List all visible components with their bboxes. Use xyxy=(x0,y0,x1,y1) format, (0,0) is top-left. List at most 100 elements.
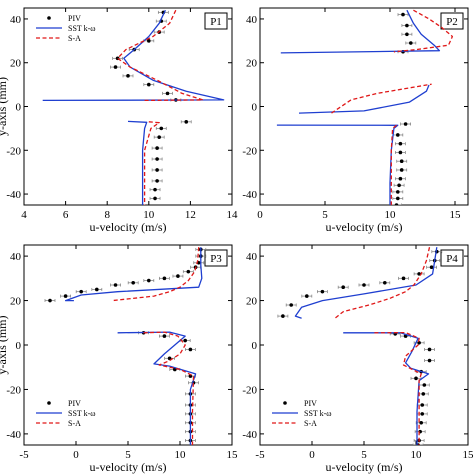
x-tick-label: 8 xyxy=(104,209,110,221)
sa-series-line xyxy=(390,124,397,205)
plot-frame xyxy=(23,244,233,446)
legend-sa-label: S-A xyxy=(304,419,317,428)
piv-point xyxy=(421,392,426,396)
piv-point xyxy=(398,141,403,146)
x-axis-label: u-velocity (m/s) xyxy=(90,220,167,234)
panel-p1: 4 6 8 10 12 14 -40 -20 0 20 40 u-velocity (m/s) y-ax… xyxy=(0,7,239,234)
sst-series-line xyxy=(294,247,438,319)
legend-sst-label: SST k-ω xyxy=(68,24,96,33)
sa-series-line xyxy=(112,247,200,302)
piv-point xyxy=(420,412,425,416)
y-tick-label: -20 xyxy=(242,145,257,157)
plot-area xyxy=(44,247,207,445)
sst-series-line xyxy=(127,120,148,205)
y-tick-label: 20 xyxy=(10,58,22,70)
x-tick-label: 0 xyxy=(257,209,263,221)
sa-series-line xyxy=(143,331,195,445)
legend-piv-label: PIV xyxy=(68,14,81,23)
piv-point xyxy=(63,294,68,298)
legend-sst-label: SST k-ω xyxy=(68,409,96,418)
x-tick-label: -5 xyxy=(19,449,29,461)
legend-piv-marker xyxy=(47,16,51,20)
piv-point xyxy=(305,294,309,298)
piv-point xyxy=(79,289,83,294)
x-tick-label: 10 xyxy=(175,449,187,461)
piv-point xyxy=(405,23,409,28)
y-tick-label: 40 xyxy=(246,251,258,263)
piv-point xyxy=(399,159,404,164)
piv-point xyxy=(401,12,405,17)
plot-frame xyxy=(259,244,469,446)
piv-point xyxy=(401,276,406,281)
piv-point xyxy=(362,283,366,287)
piv-point xyxy=(397,183,401,188)
piv-point xyxy=(155,157,159,161)
panel-p4: -5 0 5 10 15 -40 -20 0 20 40 u-velocity (m/s) P4 PIV… xyxy=(242,244,474,474)
y-axis-label: y-axis (mm) xyxy=(0,77,9,136)
piv-point xyxy=(396,190,400,194)
x-tick-label: 12 xyxy=(185,209,196,221)
panel-label: P1 xyxy=(210,16,222,28)
piv-point xyxy=(417,340,421,345)
sst-series-line xyxy=(298,84,430,114)
x-tick-label: 15 xyxy=(450,209,462,221)
piv-point xyxy=(405,32,409,37)
sa-series-line xyxy=(393,9,454,53)
piv-point xyxy=(165,91,170,96)
piv-point xyxy=(188,347,193,352)
legend-piv-label: PIV xyxy=(304,399,317,408)
piv-point xyxy=(289,303,294,307)
panel-label: P2 xyxy=(446,16,458,28)
panel-label: P4 xyxy=(446,253,458,265)
legend-sst-label: SST k-ω xyxy=(304,409,332,418)
piv-point xyxy=(157,135,161,139)
x-tick-label: 14 xyxy=(227,209,239,221)
piv-point xyxy=(113,65,118,69)
y-tick-label: 40 xyxy=(246,14,258,26)
y-tick-label: -40 xyxy=(6,189,21,201)
piv-point xyxy=(126,74,130,78)
piv-point xyxy=(184,120,189,124)
panel-label-box xyxy=(204,249,228,267)
sst-series-line xyxy=(117,331,197,445)
piv-point xyxy=(427,347,432,352)
y-tick-label: -40 xyxy=(6,429,21,441)
piv-point xyxy=(147,39,151,43)
y-tick-label: -20 xyxy=(242,384,257,396)
y-tick-label: 0 xyxy=(252,102,258,114)
y-tick-label: -20 xyxy=(6,145,21,157)
x-tick-label: 10 xyxy=(143,209,155,221)
plot-frame xyxy=(259,7,469,206)
x-tick-label: 0 xyxy=(73,449,79,461)
plot-frame xyxy=(23,7,233,206)
piv-point xyxy=(155,168,159,172)
piv-point xyxy=(414,376,418,381)
x-axis-label: u-velocity (m/s) xyxy=(326,460,403,474)
piv-point xyxy=(167,356,172,361)
piv-point xyxy=(162,334,167,338)
panel-p2: 0 5 10 15 -40 -20 0 20 40 u-velocity (m/s) P2 xyxy=(242,7,469,234)
x-tick-label: 15 xyxy=(463,449,474,461)
plot-area xyxy=(276,9,454,205)
sa-series-line xyxy=(331,83,432,114)
sa-series-line xyxy=(374,331,422,445)
legend-piv-marker xyxy=(47,401,51,405)
y-tick-label: -40 xyxy=(242,189,257,201)
sa-series-line xyxy=(143,121,160,205)
piv-point xyxy=(159,126,164,131)
piv-point xyxy=(131,280,135,285)
piv-point xyxy=(155,146,159,150)
piv-point xyxy=(155,179,159,183)
piv-point xyxy=(396,133,400,137)
piv-point xyxy=(422,383,427,387)
sst-series-line xyxy=(343,332,430,445)
y-tick-label: -40 xyxy=(242,429,257,441)
piv-point xyxy=(48,298,52,303)
piv-point xyxy=(396,196,400,201)
y-tick-label: -20 xyxy=(6,384,21,396)
piv-point xyxy=(383,280,387,285)
piv-point xyxy=(403,122,408,126)
piv-point xyxy=(147,278,151,283)
panel-label-box xyxy=(204,12,228,30)
y-tick-label: 20 xyxy=(246,296,258,308)
